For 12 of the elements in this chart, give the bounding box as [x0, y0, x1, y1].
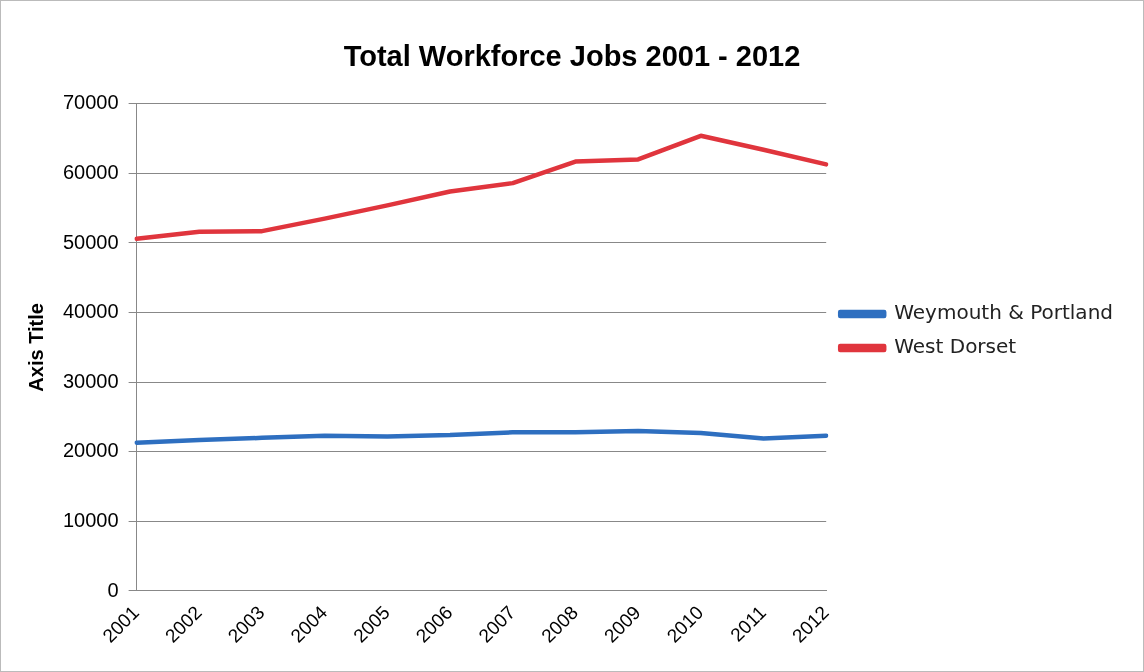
- y-tick-label: 50000: [62, 230, 119, 253]
- legend-label: West Dorset: [894, 334, 1017, 359]
- y-tick-label: 20000: [62, 439, 119, 462]
- y-axis-title: Axis Title: [24, 303, 47, 392]
- y-tick-label: 40000: [62, 300, 119, 323]
- y-tick-label: 0: [107, 578, 119, 601]
- chart-title: Total Workforce Jobs 2001 - 2012: [343, 40, 801, 73]
- y-tick-label: 30000: [62, 369, 119, 392]
- y-tick-label: 10000: [62, 508, 119, 531]
- legend-label: Weymouth & Portland: [894, 300, 1114, 325]
- y-tick-label: 70000: [62, 91, 119, 114]
- y-tick-label: 60000: [62, 160, 119, 183]
